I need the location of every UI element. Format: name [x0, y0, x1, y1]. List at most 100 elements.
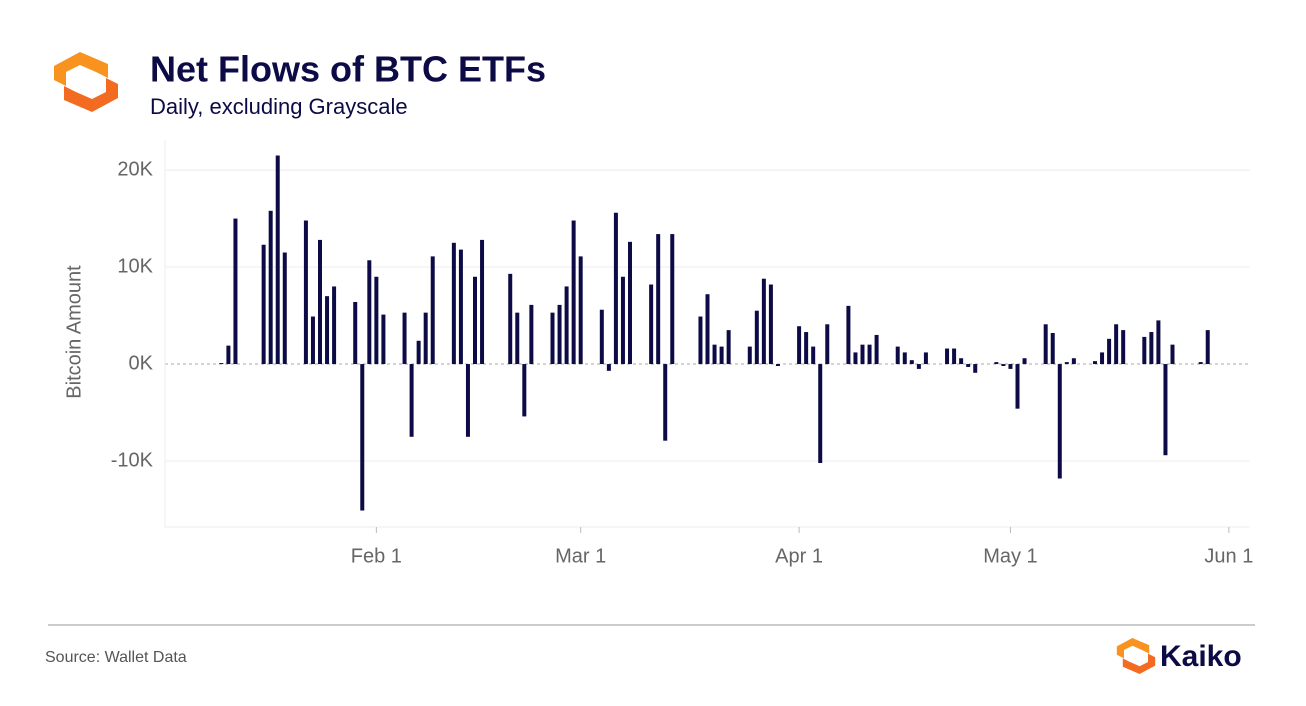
- bar: [705, 294, 710, 365]
- bar: [268, 210, 273, 365]
- bar: [923, 352, 928, 365]
- bar: [606, 364, 611, 371]
- bar: [663, 364, 668, 441]
- bar: [895, 346, 900, 365]
- bar: [973, 364, 978, 373]
- bar: [275, 155, 280, 365]
- bar: [423, 312, 428, 365]
- bar: [353, 301, 358, 365]
- bar: [712, 344, 717, 365]
- y-tick-label: 0K: [129, 352, 154, 374]
- bar: [909, 360, 914, 365]
- bar: [1043, 324, 1048, 365]
- bar: [1022, 358, 1027, 365]
- bar: [318, 239, 322, 365]
- bar: [994, 362, 999, 365]
- bar: [613, 212, 618, 365]
- bar: [599, 309, 604, 365]
- x-tick-label: Jun 1: [1204, 545, 1253, 567]
- bar: [557, 304, 562, 365]
- x-tick-label: May 1: [983, 545, 1037, 567]
- bar: [367, 260, 372, 365]
- bar: [522, 364, 527, 417]
- bar: [416, 340, 421, 365]
- bar: [1198, 362, 1203, 365]
- bar: [332, 286, 337, 365]
- chart-subtitle: Daily, excluding Grayscale: [150, 94, 408, 119]
- y-tick-label: 10K: [117, 255, 153, 277]
- bar: [726, 330, 731, 365]
- bar: [360, 364, 365, 511]
- bar: [656, 234, 661, 365]
- bar: [261, 244, 266, 365]
- bar: [508, 273, 513, 365]
- bar: [1170, 344, 1175, 365]
- x-tick-label: Apr 1: [775, 545, 823, 567]
- bar: [966, 364, 971, 367]
- bar: [797, 326, 802, 365]
- bar: [529, 304, 534, 365]
- x-tick-label: Feb 1: [351, 545, 402, 567]
- bar: [1142, 336, 1147, 365]
- bar: [578, 256, 583, 365]
- bar: [473, 276, 477, 365]
- logo-shape: [54, 52, 108, 86]
- bar: [409, 364, 414, 437]
- bar: [564, 286, 569, 365]
- bar: [1163, 364, 1168, 456]
- bar: [226, 345, 231, 365]
- y-tick-label: 20K: [117, 158, 153, 180]
- bar: [620, 276, 625, 365]
- bar: [959, 358, 964, 365]
- bar: [952, 348, 957, 365]
- brand: Kaiko: [1160, 640, 1242, 673]
- bar: [1008, 364, 1013, 369]
- logo-shape: [1116, 638, 1150, 659]
- bar: [381, 314, 386, 365]
- bar: [303, 220, 308, 365]
- bar: [465, 364, 470, 437]
- bar: [860, 344, 865, 365]
- bar: [1149, 332, 1154, 365]
- bar: [550, 312, 555, 365]
- bar: [430, 256, 435, 365]
- bar: [811, 346, 816, 365]
- bar: [846, 305, 851, 365]
- bar: [747, 346, 752, 365]
- bar: [775, 364, 780, 366]
- bar: [1071, 358, 1076, 365]
- bar: [853, 352, 858, 365]
- logo-shape: [64, 78, 118, 112]
- bar: [515, 312, 520, 365]
- bar: [867, 344, 872, 365]
- bar: [825, 324, 830, 365]
- bar: [1015, 364, 1020, 409]
- bar: [233, 218, 238, 365]
- bar: [945, 348, 950, 365]
- bar: [1057, 364, 1062, 479]
- y-tick-label: -10K: [111, 449, 154, 471]
- bar: [1114, 324, 1119, 365]
- bar: [754, 310, 759, 365]
- bar: [1121, 330, 1126, 365]
- bar: [1001, 364, 1006, 366]
- bar: [874, 334, 879, 365]
- logo: [54, 52, 118, 112]
- bar: [451, 242, 456, 365]
- bar: [818, 364, 823, 463]
- brand-logo: [1116, 638, 1156, 674]
- logo-shape: [1122, 653, 1156, 674]
- bar: [902, 352, 907, 365]
- bar: [1107, 338, 1112, 365]
- bar: [219, 363, 224, 365]
- bar: [1156, 320, 1161, 365]
- x-tick-label: Mar 1: [555, 545, 606, 567]
- bar: [402, 312, 407, 365]
- bar: [1050, 333, 1055, 365]
- y-axis-label: Bitcoin Amount: [63, 265, 85, 399]
- chart-title: Net Flows of BTC ETFs: [150, 49, 546, 90]
- bar: [325, 296, 330, 365]
- bar: [480, 239, 485, 365]
